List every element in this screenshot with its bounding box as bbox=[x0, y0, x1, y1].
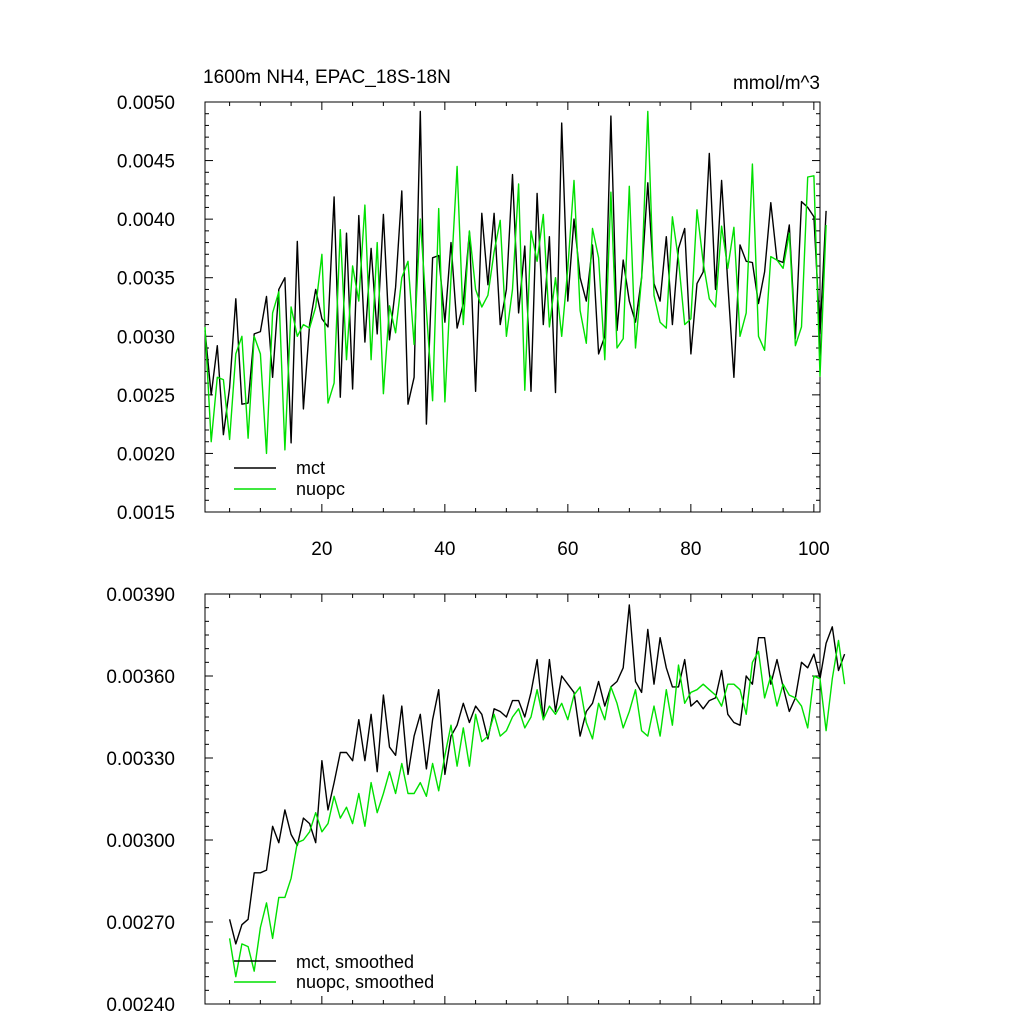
bottom-series-mct-smoothed bbox=[228, 604, 846, 945]
bottom-legend: mct, smoothed nuopc, smoothed bbox=[234, 952, 434, 992]
bottom-panel: 0.00240 0.00270 0.00300 0.00330 0.00360 0.003… bbox=[106, 585, 846, 1016]
top-y-tick-label: 0.0025 bbox=[117, 386, 175, 407]
top-series-nuopc bbox=[204, 110, 827, 455]
top-y-tick-label: 0.0045 bbox=[117, 152, 175, 173]
top-series bbox=[204, 110, 827, 455]
bottom-series-nuopc-smoothed bbox=[228, 639, 846, 978]
top-x-tick-label: 100 bbox=[798, 539, 830, 560]
top-y-tick-label: 0.0040 bbox=[117, 210, 175, 231]
bottom-series bbox=[228, 604, 846, 978]
top-chart-units: mmol/m^3 bbox=[733, 73, 820, 94]
top-x-tick-label: 20 bbox=[311, 539, 332, 560]
bottom-y-tick-label: 0.00360 bbox=[106, 667, 175, 688]
top-y-tick-label: 0.0030 bbox=[117, 327, 175, 348]
bottom-ticks: 0.00240 0.00270 0.00300 0.00330 0.00360 0.003… bbox=[106, 585, 820, 1016]
bottom-plot-frame bbox=[204, 593, 821, 1005]
legend-nuopc-label: nuopc bbox=[296, 479, 345, 499]
legend-nuopc-smoothed-label: nuopc, smoothed bbox=[296, 972, 434, 992]
bottom-y-tick-label: 0.00300 bbox=[106, 831, 175, 852]
top-plot-frame bbox=[204, 101, 821, 513]
top-panel: 1600m NH4, EPAC_18S-18N mmol/m^3 20 40 60 8… bbox=[117, 67, 830, 560]
bottom-y-tick-label: 0.00390 bbox=[106, 585, 175, 606]
top-ticks: 20 40 60 80 100 0.0015 0.0020 0.0025 0.0030 0.003… bbox=[117, 93, 830, 560]
bottom-y-tick-label: 0.00330 bbox=[106, 749, 175, 770]
legend-mct-label: mct bbox=[296, 458, 325, 478]
legend-mct-smoothed-label: mct, smoothed bbox=[296, 952, 414, 972]
top-legend: mct nuopc bbox=[234, 458, 345, 499]
top-x-tick-label: 80 bbox=[680, 539, 701, 560]
top-y-tick-label: 0.0020 bbox=[117, 444, 175, 465]
top-y-tick-label: 0.0015 bbox=[117, 503, 175, 524]
bottom-y-tick-label: 0.00270 bbox=[106, 913, 175, 934]
top-series-mct bbox=[204, 110, 827, 444]
top-x-tick-label: 60 bbox=[557, 539, 578, 560]
top-y-tick-label: 0.0050 bbox=[117, 93, 175, 114]
top-x-tick-label: 40 bbox=[434, 539, 455, 560]
top-chart-title: 1600m NH4, EPAC_18S-18N bbox=[203, 67, 451, 88]
bottom-y-tick-label: 0.00240 bbox=[106, 995, 175, 1016]
top-y-tick-label: 0.0035 bbox=[117, 269, 175, 290]
